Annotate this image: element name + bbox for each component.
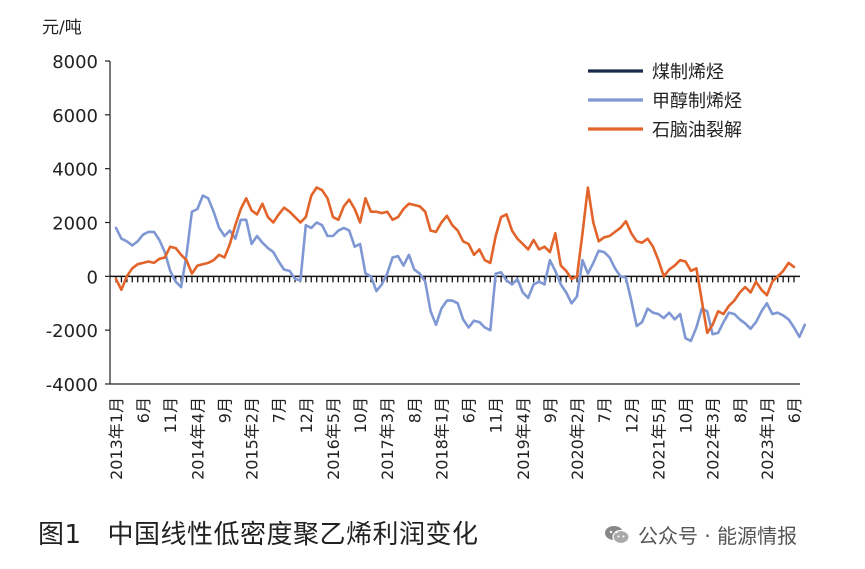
x-tick-label: 2013年1月 xyxy=(107,397,126,480)
x-tick-label: 2017年3月 xyxy=(378,397,397,480)
y-tick-label: 4000 xyxy=(52,160,98,181)
legend-label-2: 石脑油裂解 xyxy=(652,120,742,141)
x-tick-label: 9月 xyxy=(215,397,234,423)
series-line-1 xyxy=(114,194,807,343)
x-tick-label: 12月 xyxy=(297,397,316,433)
figure-number: 图1 xyxy=(38,520,82,550)
x-tick-label: 2019年4月 xyxy=(514,397,533,480)
x-tick-label: 2014年4月 xyxy=(188,397,207,480)
x-tick-label: 2015年2月 xyxy=(243,397,262,480)
x-tick-label: 8月 xyxy=(731,397,750,423)
y-tick-label: 2000 xyxy=(52,214,98,235)
x-tick-label: 2016年5月 xyxy=(324,397,343,480)
y-axis: -4000 -2000 0 2000 4000 6000 8000 xyxy=(46,52,111,396)
x-axis: 2013年1月 6月 11月 2014年4月 9月 2015年2月 7月 12月 2016年5月… xyxy=(107,275,804,480)
x-tick-label: 2018年1月 xyxy=(432,397,451,480)
wechat-icon xyxy=(604,525,630,545)
x-tick-label: 7月 xyxy=(270,397,289,423)
x-tick-label: 6月 xyxy=(134,397,153,423)
y-tick-label: 8000 xyxy=(52,52,98,73)
series-layer xyxy=(114,186,807,343)
x-tick-label: 2023年1月 xyxy=(758,397,777,480)
y-tick-label: 6000 xyxy=(52,106,98,127)
legend-label-1: 甲醇制烯烃 xyxy=(652,91,742,112)
x-tick-label: 9月 xyxy=(541,397,560,423)
figure-caption: 图1 中国线性低密度聚乙烯利润变化 xyxy=(38,514,479,551)
x-tick-label: 2022年3月 xyxy=(704,397,723,480)
y-tick-label: -4000 xyxy=(46,375,98,396)
x-tick-label: 11月 xyxy=(487,397,506,433)
x-tick-label: 11月 xyxy=(161,397,180,433)
x-tick-label: 6月 xyxy=(785,397,804,423)
x-tick-label: 7月 xyxy=(595,397,614,423)
x-tick-label: 2020年2月 xyxy=(568,397,587,480)
figure-title: 中国线性低密度聚乙烯利润变化 xyxy=(107,520,479,550)
x-tick-label: 10月 xyxy=(351,397,370,433)
series-line-2 xyxy=(114,186,796,335)
y-tick-label: 0 xyxy=(87,267,98,288)
x-tick-label: 12月 xyxy=(622,397,641,433)
x-tick-label: 10月 xyxy=(677,397,696,433)
x-tick-label: 6月 xyxy=(460,397,479,423)
watermark-text: 公众号 · 能源情报 xyxy=(638,524,798,548)
y-unit-label: 元/吨 xyxy=(42,18,82,38)
x-tick-label: 2021年5月 xyxy=(649,397,668,480)
x-tick-label: 8月 xyxy=(405,397,424,423)
legend-label-0: 煤制烯烃 xyxy=(652,62,724,83)
y-tick-label: -2000 xyxy=(46,321,98,342)
watermark: 公众号 · 能源情报 xyxy=(604,520,797,549)
